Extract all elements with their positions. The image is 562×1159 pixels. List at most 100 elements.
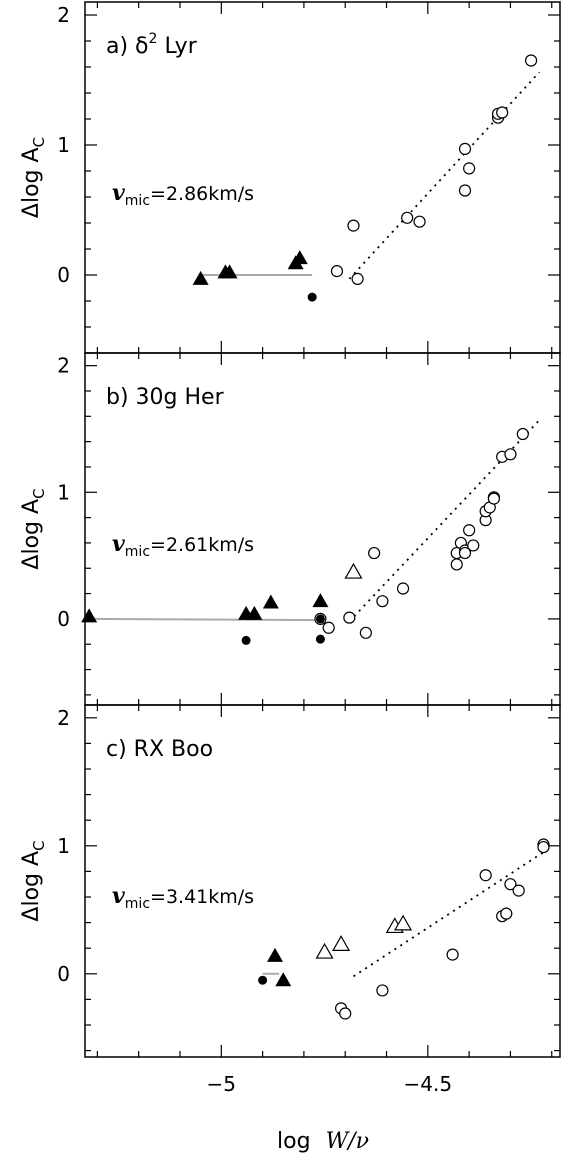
filled-triangle-point <box>267 947 283 962</box>
y-axis-label-sub: C <box>30 840 48 850</box>
filled-circle-point <box>315 614 325 624</box>
panel-label-text: b) 30g Her <box>106 385 225 410</box>
open-circle-point <box>450 558 463 571</box>
filled-circle-point <box>258 975 268 985</box>
panel-label: c) RX Boo <box>106 737 213 762</box>
panel-label-tail: Lyr <box>157 34 197 59</box>
panel-label-text: a) δ <box>106 34 149 59</box>
vmic-sub: mic <box>125 544 150 560</box>
y-axis-label-sub: C <box>30 137 48 147</box>
filled-triangle-point <box>262 594 279 609</box>
vmic-value: =3.41km/s <box>150 886 254 908</box>
filled-circle-point <box>315 634 325 644</box>
vmic-sub: mic <box>125 896 150 912</box>
open-circle-point <box>504 448 517 461</box>
y-tick-label: 2 <box>57 354 70 378</box>
open-circle-point <box>458 546 472 560</box>
filled-triangle-point <box>275 972 292 987</box>
y-tick-label: 0 <box>57 607 70 631</box>
vmic-label: vmic=3.41km/s <box>112 883 254 912</box>
fit-line <box>89 617 321 622</box>
panel-label-text: c) RX Boo <box>106 737 213 762</box>
open-circle-point <box>413 215 426 228</box>
vmic-label: vmic=2.61km/s <box>112 531 254 560</box>
open-circle-point <box>351 272 364 285</box>
open-circle-point <box>487 492 501 505</box>
x-axis-label-var: W/ν <box>326 1129 369 1154</box>
open-circle-point <box>458 142 472 155</box>
vmic-value: =2.86km/s <box>150 183 254 205</box>
open-circle-point <box>339 1007 352 1020</box>
y-axis-label-prefix: Δlog A <box>19 499 44 570</box>
open-triangle-point <box>315 942 334 959</box>
open-circle-point <box>500 907 513 920</box>
open-circle-point <box>458 184 472 197</box>
panel-label-sup: 2 <box>149 31 158 47</box>
trend-line <box>352 851 544 978</box>
panel-label: b) 30g Her <box>106 385 225 410</box>
open-circle-point <box>359 626 372 639</box>
y-tick-label: 2 <box>57 3 70 27</box>
open-circle-point <box>446 948 459 961</box>
y-tick-label: 2 <box>57 706 70 730</box>
open-circle-point <box>463 162 476 175</box>
y-axis-label-prefix: Δlog A <box>19 851 44 922</box>
vmic-symbol: v <box>112 531 125 557</box>
open-circle-point <box>322 621 335 634</box>
open-circle-point <box>512 884 525 897</box>
filled-triangle-point <box>312 593 329 608</box>
filled-triangle-point <box>291 250 308 265</box>
open-circle-point <box>463 524 476 537</box>
open-circle-point <box>376 984 389 997</box>
open-triangle-point <box>332 935 351 951</box>
filled-circle-point <box>241 635 251 645</box>
open-circle-point <box>504 878 517 891</box>
open-triangle-point <box>344 562 363 579</box>
open-circle-point <box>347 219 360 232</box>
x-tick-label: −5 <box>207 1072 236 1096</box>
y-axis-label-sub: C <box>30 488 48 498</box>
x-axis-label-prefix: log <box>277 1129 311 1154</box>
vmic-symbol: v <box>112 883 125 909</box>
open-circle-point <box>376 595 389 608</box>
y-tick-label: 1 <box>57 133 70 157</box>
x-tick-label: −4.5 <box>404 1072 453 1096</box>
filled-triangle-point <box>192 270 209 285</box>
open-circle-point <box>368 546 381 560</box>
open-circle-point <box>516 427 529 441</box>
open-circle-point <box>401 211 414 224</box>
filled-circle-point <box>307 292 317 302</box>
vmic-label: vmic=2.86km/s <box>112 180 254 209</box>
y-axis-label-prefix: Δlog A <box>19 147 44 218</box>
y-tick-label: 1 <box>57 834 70 858</box>
y-axis-label: Δlog AC <box>19 488 48 569</box>
open-triangle-point <box>394 914 413 931</box>
panel-frame <box>84 1 561 354</box>
panel-label: a) δ2 Lyr <box>106 31 198 59</box>
filled-triangle-point <box>81 608 98 623</box>
open-circle-point <box>467 539 480 552</box>
filled-triangle-point <box>246 605 263 620</box>
y-axis-label: Δlog AC <box>19 137 48 218</box>
trend-line <box>348 71 541 280</box>
open-circle-point <box>496 106 509 119</box>
filled-triangle-point <box>221 264 238 279</box>
y-tick-label: 0 <box>57 263 70 287</box>
open-circle-point <box>343 611 356 624</box>
open-circle-point <box>479 869 492 882</box>
y-tick-label: 1 <box>57 480 70 504</box>
open-circle-point <box>396 582 410 595</box>
x-axis-label: log W/ν <box>277 1129 369 1154</box>
open-circle-point <box>524 54 538 67</box>
panel-frame <box>84 704 561 1058</box>
vmic-value: =2.61km/s <box>150 534 254 556</box>
open-circle-point <box>330 265 344 278</box>
vmic-symbol: v <box>112 180 125 206</box>
y-axis-label: Δlog AC <box>19 840 48 921</box>
open-circle-point <box>537 840 550 854</box>
